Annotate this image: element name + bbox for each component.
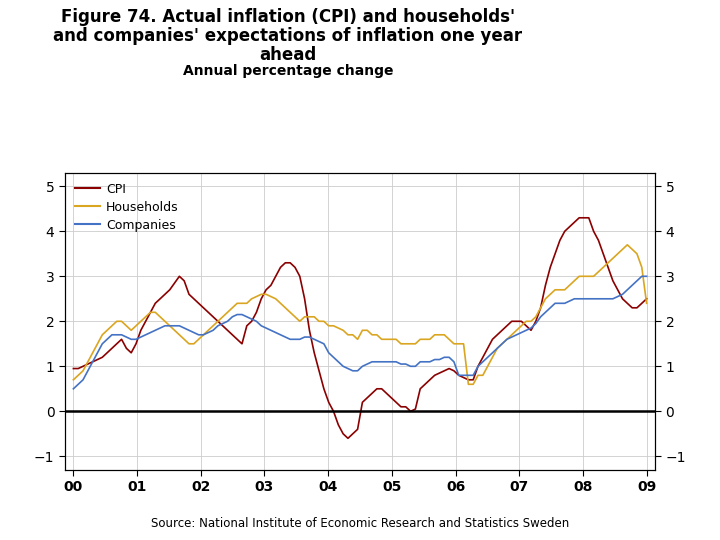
Text: Annual percentage change: Annual percentage change: [183, 64, 393, 78]
Text: Figure 74. Actual inflation (CPI) and households': Figure 74. Actual inflation (CPI) and ho…: [61, 8, 515, 26]
Text: Source: National Institute of Economic Research and Statistics Sweden: Source: National Institute of Economic R…: [151, 517, 569, 530]
Legend: CPI, Households, Companies: CPI, Households, Companies: [71, 179, 182, 235]
Text: and companies' expectations of inflation one year: and companies' expectations of inflation…: [53, 27, 523, 45]
Text: ahead: ahead: [259, 46, 317, 64]
